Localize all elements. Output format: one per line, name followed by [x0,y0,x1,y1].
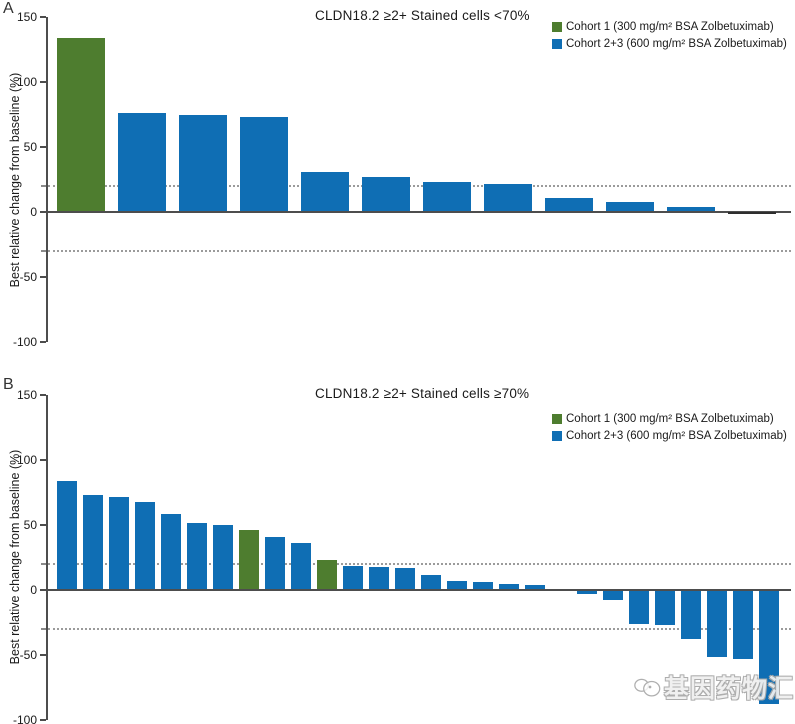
bar-b-25 [681,591,701,639]
y-axis-tick [40,146,46,148]
legend-label: Cohort 1 (300 mg/m² BSA Zolbetuximab) [566,21,774,33]
bar-b-6 [187,523,207,589]
bar-b-12 [343,566,363,589]
legend-label: Cohort 2+3 (600 mg/m² BSA Zolbetuximab) [566,430,787,442]
bar-b-3 [109,497,129,589]
y-axis-tick-label: 150 [16,10,37,24]
y-axis-tick-label: -100 [12,335,37,349]
bar-a-4 [240,117,288,211]
panel-b-label: B [3,376,14,393]
y-axis-minor-tick [41,185,46,187]
y-axis-tick [40,211,46,213]
bar-b-18 [499,584,519,589]
legend-item-cohort2: Cohort 2+3 (600 mg/m² BSA Zolbetuximab) [552,430,787,442]
bar-b-7 [213,525,233,589]
legend-item-cohort1: Cohort 1 (300 mg/m² BSA Zolbetuximab) [552,413,774,425]
y-axis-tick-label: 150 [16,388,37,402]
bar-b-21 [577,591,597,594]
bar-a-2 [118,113,166,211]
cohort2-swatch-icon [552,39,562,49]
zero-baseline [46,211,791,213]
y-axis-tick [40,524,46,526]
y-axis-tick-label: 50 [23,518,37,532]
bar-a-8 [484,184,532,211]
bar-a-1 [57,38,105,211]
y-axis-tick [40,589,46,591]
y-axis-tick-label: 0 [30,583,37,597]
cohort2-swatch-icon [552,431,562,441]
y-axis-minor-tick [41,563,46,565]
y-axis-tick [40,459,46,461]
y-axis-tick [40,654,46,656]
reference-line [48,628,791,630]
bar-b-13 [369,567,389,589]
bar-b-17 [473,582,493,589]
y-axis-tick-label: -50 [19,648,37,662]
bar-b-19 [525,585,545,589]
y-axis-tick [40,341,46,343]
bar-b-28 [759,591,779,704]
bar-b-8 [239,530,259,589]
panel-b-title: CLDN18.2 ≥2+ Stained cells ≥70% [315,386,530,401]
legend-label: Cohort 2+3 (600 mg/m² BSA Zolbetuximab) [566,38,787,50]
bar-a-3 [179,115,227,211]
y-axis-tick-label: 100 [16,453,37,467]
bar-b-14 [395,568,415,589]
y-axis-tick [40,81,46,83]
bar-a-6 [362,177,410,211]
bar-b-15 [421,575,441,589]
y-axis-minor-tick [41,250,46,252]
bar-b-22 [603,591,623,600]
bar-b-11 [317,560,337,589]
bar-b-9 [265,537,285,589]
panel-a-title: CLDN18.2 ≥2+ Stained cells <70% [315,8,530,23]
bar-b-16 [447,581,467,589]
y-axis-tick [40,394,46,396]
watermark-logo-icon [634,678,661,697]
bar-a-11 [667,207,715,211]
panel-a-label: A [3,0,14,17]
bar-b-24 [655,591,675,625]
bar-b-5 [161,514,181,589]
y-axis-tick-label: 0 [30,205,37,219]
bar-a-7 [423,182,471,211]
y-axis-tick [40,719,46,721]
legend-label: Cohort 1 (300 mg/m² BSA Zolbetuximab) [566,413,774,425]
bar-b-4 [135,502,155,589]
bar-b-10 [291,543,311,589]
y-axis-tick-label: 50 [23,140,37,154]
bar-b-26 [707,591,727,657]
watermark: 基因药物汇 [634,669,794,705]
zero-baseline [46,589,791,591]
y-axis-tick [40,16,46,18]
reference-line [48,250,791,252]
bar-a-5 [301,172,349,211]
bar-a-10 [606,202,654,211]
legend-item-cohort2: Cohort 2+3 (600 mg/m² BSA Zolbetuximab) [552,38,787,50]
bar-a-9 [545,198,593,211]
bar-b-27 [733,591,753,659]
y-axis-tick-label: 100 [16,75,37,89]
y-axis-tick-label: -50 [19,270,37,284]
legend-item-cohort1: Cohort 1 (300 mg/m² BSA Zolbetuximab) [552,21,774,33]
y-axis-tick-label: -100 [12,713,37,724]
y-axis-tick [40,276,46,278]
bar-b-1 [57,481,77,589]
reference-line [48,185,791,187]
y-axis [46,17,48,342]
y-axis-minor-tick [41,628,46,630]
bar-b-23 [629,591,649,624]
reference-line [48,563,791,565]
bar-a-12 [728,212,776,214]
bar-b-2 [83,495,103,589]
watermark-text: 基因药物汇 [663,675,794,703]
cohort1-swatch-icon [552,414,562,424]
y-axis [46,395,48,720]
cohort1-swatch-icon [552,22,562,32]
